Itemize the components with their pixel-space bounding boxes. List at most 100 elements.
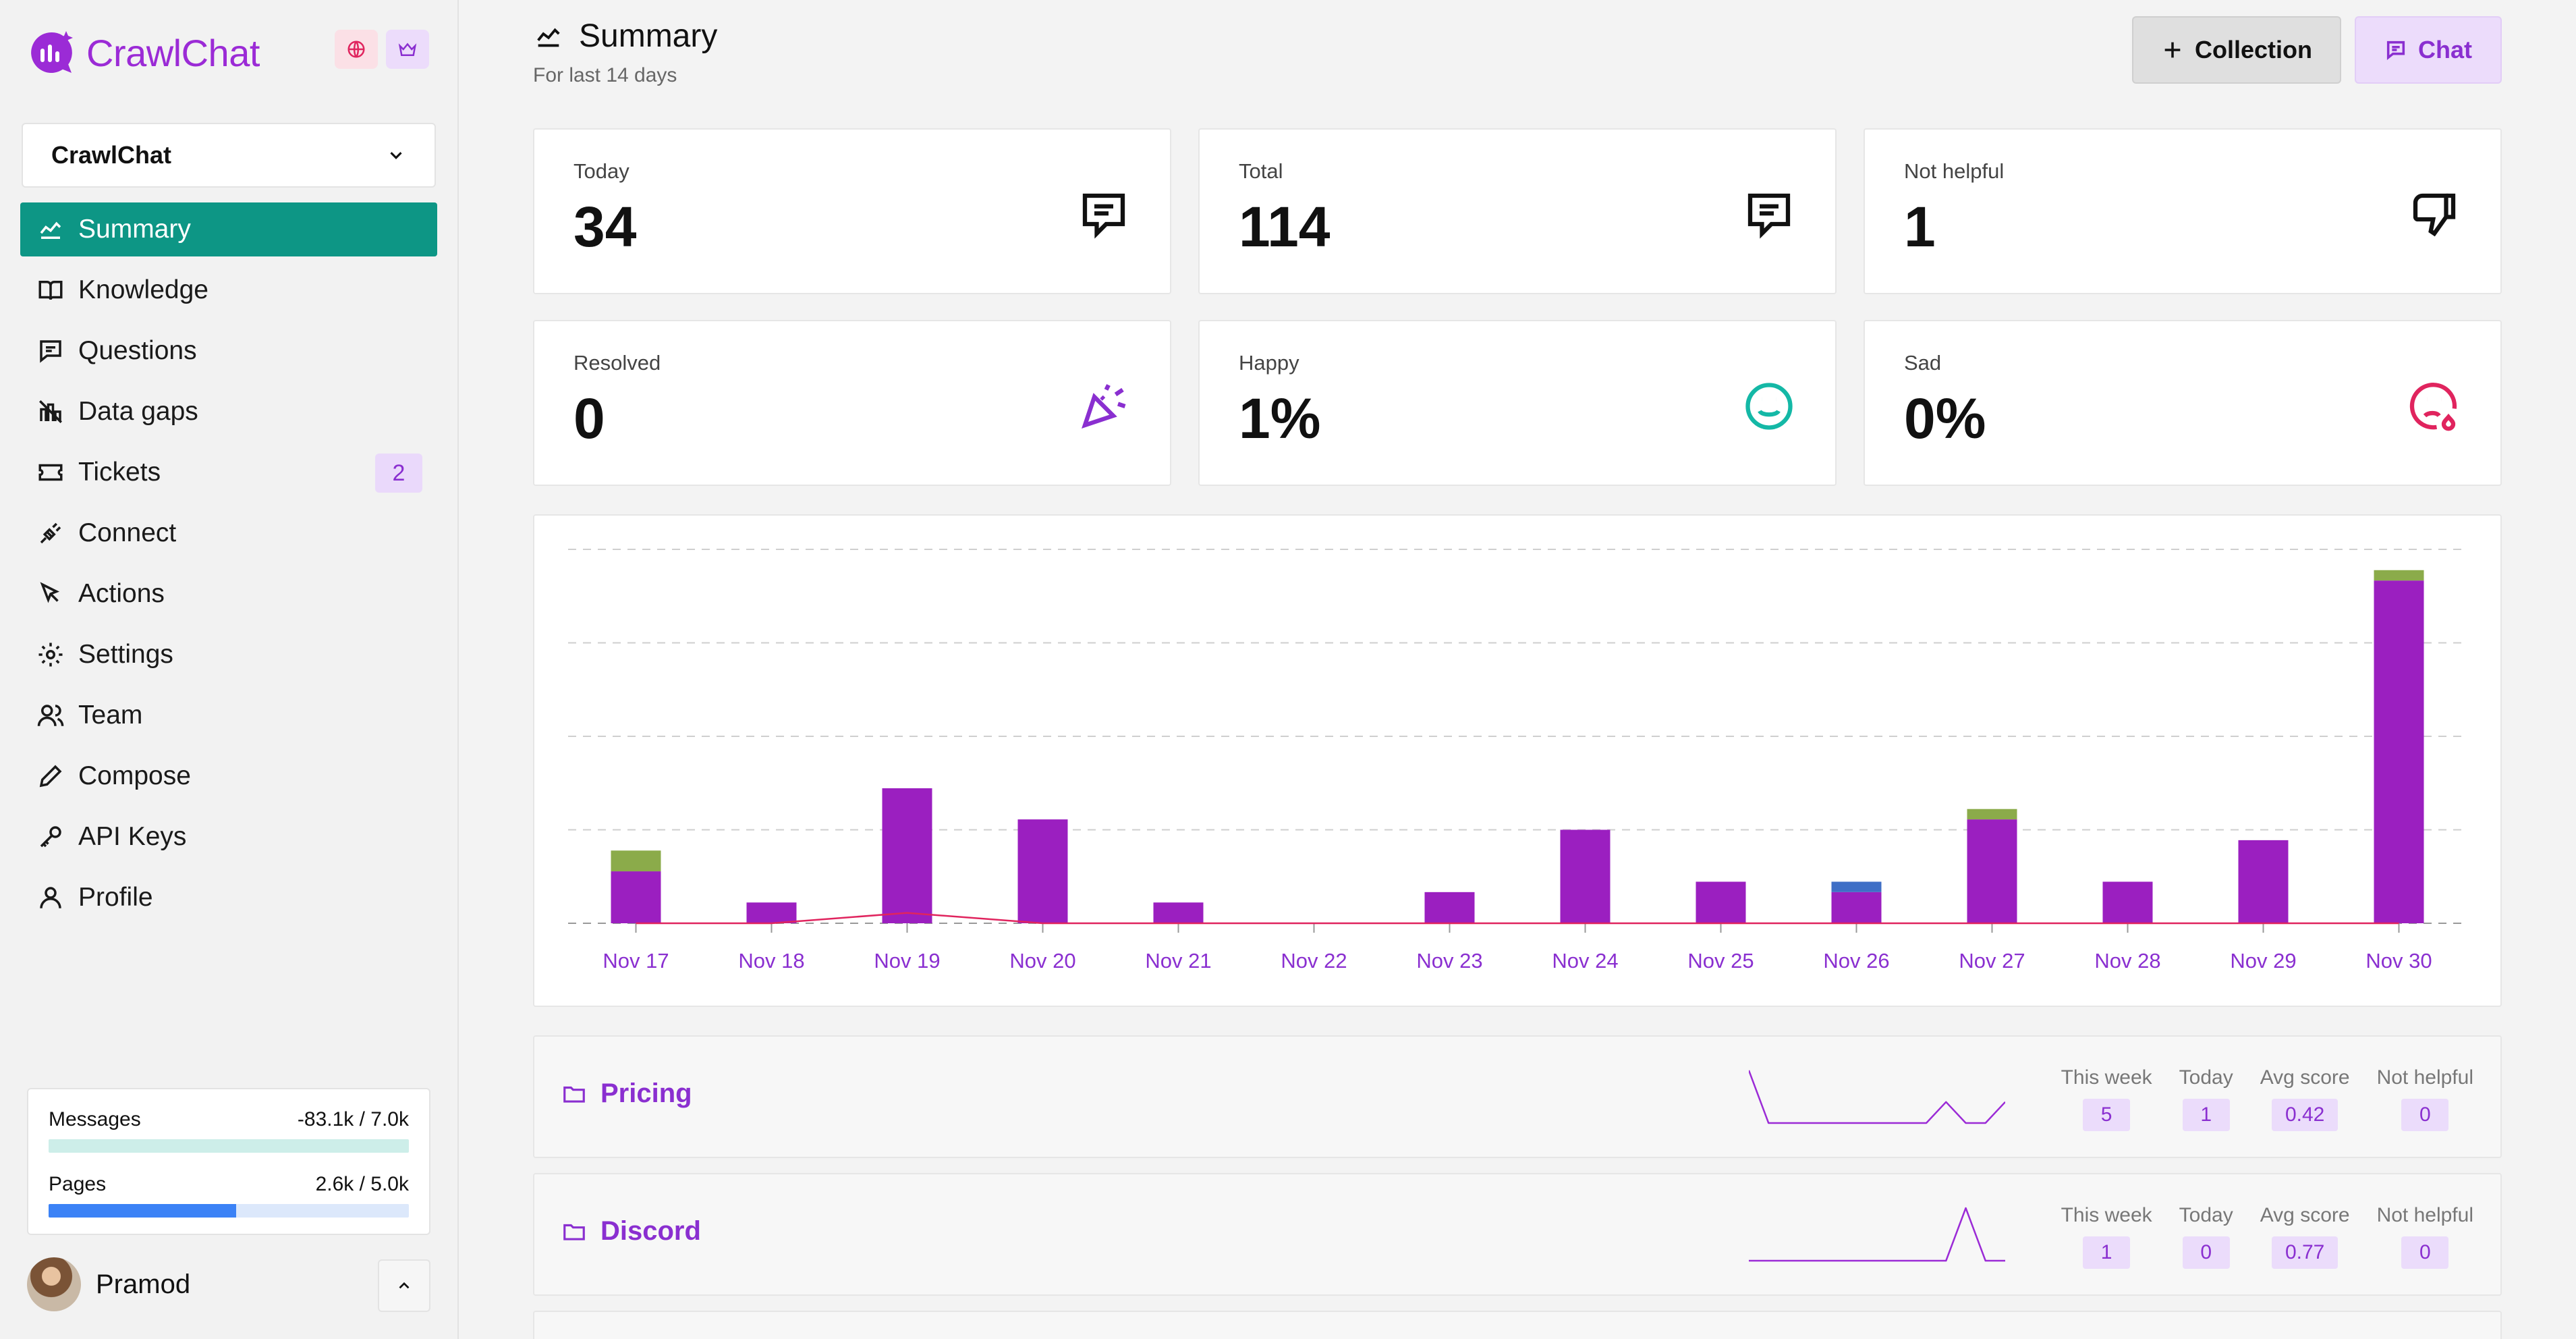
x-tick-label: Nov 18 bbox=[738, 949, 804, 973]
chat-button[interactable]: Chat bbox=[2355, 16, 2502, 84]
stat-card-today: Today 34 bbox=[533, 128, 1171, 294]
topic-row[interactable] bbox=[533, 1311, 2502, 1339]
x-tick-label: Nov 19 bbox=[874, 949, 940, 973]
chart-bar bbox=[2374, 570, 2424, 581]
party-popper-icon bbox=[1082, 383, 1126, 429]
sidebar-item-label: Connect bbox=[78, 518, 177, 547]
stat-card-sad: Sad 0% bbox=[1864, 320, 2502, 486]
page-title-text: Summary bbox=[579, 18, 718, 54]
book-icon bbox=[38, 281, 63, 300]
chat-button-label: Chat bbox=[2418, 36, 2472, 63]
sidebar-item-api-keys[interactable]: API Keys bbox=[20, 810, 437, 864]
stat-value: 0 bbox=[2182, 1236, 2230, 1269]
sidebar-item-team[interactable]: Team bbox=[20, 688, 437, 742]
stat-label: Not helpful bbox=[1904, 159, 2005, 183]
sidebar-item-tickets[interactable]: Tickets 2 bbox=[20, 445, 437, 499]
usage-panel: Messages -83.1k / 7.0k Pages 2.6k / 5.0k bbox=[27, 1088, 430, 1235]
ticket-icon bbox=[38, 464, 63, 481]
sidebar-item-questions[interactable]: Questions bbox=[20, 324, 437, 378]
stat-value: 1 bbox=[1904, 195, 1936, 258]
stat-label: Sad bbox=[1904, 351, 1942, 375]
topic-row-pricing[interactable]: Pricing This week 5 Today 1 Avg score 0.42 … bbox=[533, 1035, 2502, 1158]
sidebar-item-knowledge[interactable]: Knowledge bbox=[20, 263, 437, 317]
sidebar-item-label: Team bbox=[78, 701, 143, 730]
x-tick-label: Nov 25 bbox=[1687, 949, 1754, 973]
smile-icon bbox=[1745, 383, 1793, 430]
language-button[interactable] bbox=[335, 30, 378, 69]
stat-card-total: Total 114 bbox=[1198, 128, 1837, 294]
folder-icon bbox=[563, 1224, 585, 1240]
messages-usage-label: Messages bbox=[49, 1108, 141, 1130]
stat-value: 0 bbox=[2401, 1099, 2449, 1131]
chart-series-line bbox=[636, 912, 2399, 925]
new-collection-button-label: Collection bbox=[2194, 36, 2312, 63]
crawlchat-logo-icon bbox=[31, 31, 73, 73]
stat-value: 34 bbox=[573, 195, 637, 258]
sidebar-item-label: Questions bbox=[78, 336, 197, 365]
sidebar: CrawlChat CrawlChat Summary Knowledge Qu… bbox=[0, 0, 459, 1339]
stat-label: Resolved bbox=[573, 351, 661, 375]
topic-name-text: Discord bbox=[600, 1216, 701, 1246]
stat-card-not-helpful: Not helpful 1 bbox=[1864, 128, 2502, 294]
pages-usage-value: 2.6k / 5.0k bbox=[315, 1173, 409, 1195]
sidebar-item-label: Data gaps bbox=[78, 397, 198, 426]
crown-icon bbox=[398, 43, 417, 56]
sidebar-item-label: API Keys bbox=[78, 822, 187, 851]
stat-this-week: This week 1 bbox=[2061, 1204, 2152, 1269]
pages-usage-label: Pages bbox=[49, 1173, 107, 1195]
sidebar-item-connect[interactable]: Connect bbox=[20, 506, 437, 560]
collection-select[interactable]: CrawlChat bbox=[22, 123, 436, 188]
topic-name[interactable]: Discord bbox=[561, 1216, 701, 1247]
chart-bar bbox=[1424, 892, 1475, 923]
user-menu[interactable]: Pramod bbox=[27, 1255, 430, 1313]
sidebar-item-label: Summary bbox=[78, 215, 191, 244]
brand[interactable]: CrawlChat bbox=[27, 26, 260, 80]
stat-value: 1 bbox=[2182, 1099, 2230, 1131]
x-tick-label: Nov 20 bbox=[1009, 949, 1075, 973]
stat-label: Avg score bbox=[2260, 1204, 2350, 1226]
stat-value: 0 bbox=[573, 387, 605, 450]
collection-select-value: CrawlChat bbox=[51, 141, 172, 169]
x-tick-label: Nov 22 bbox=[1281, 949, 1347, 973]
globe-icon bbox=[347, 40, 365, 58]
topic-sparkline bbox=[1749, 1207, 2005, 1262]
sidebar-item-actions[interactable]: Actions bbox=[20, 567, 437, 621]
topic-name-text: Pricing bbox=[600, 1078, 692, 1108]
stat-not-helpful: Not helpful 0 bbox=[2377, 1204, 2473, 1269]
messages-usage-bar bbox=[49, 1139, 409, 1153]
sidebar-item-label: Knowledge bbox=[78, 275, 208, 304]
messages-chart: Nov 17 Nov 18 Nov 19 Nov 20 Nov 21 Nov 22 Nov … bbox=[533, 514, 2502, 1007]
sidebar-item-profile[interactable]: Profile bbox=[20, 871, 437, 925]
sidebar-item-settings[interactable]: Settings bbox=[20, 628, 437, 682]
user-icon bbox=[40, 887, 61, 908]
sidebar-item-label: Compose bbox=[78, 761, 191, 790]
user-menu-toggle[interactable] bbox=[378, 1259, 430, 1312]
stat-value: 0.42 bbox=[2271, 1099, 2339, 1131]
chart-off-icon bbox=[39, 400, 62, 423]
x-tick-label: Nov 24 bbox=[1552, 949, 1618, 973]
sidebar-item-summary[interactable]: Summary bbox=[20, 202, 437, 256]
sidebar-nav: Summary Knowledge Questions Data gaps Ti… bbox=[20, 202, 437, 931]
plug-icon bbox=[40, 522, 61, 544]
x-tick-label: Nov 28 bbox=[2094, 949, 2160, 973]
sparkline-path bbox=[1749, 1070, 2005, 1124]
plan-button[interactable] bbox=[386, 30, 429, 69]
stat-label: Today bbox=[573, 159, 629, 183]
topic-row-discord[interactable]: Discord This week 1 Today 0 Avg score 0.77 … bbox=[533, 1173, 2502, 1296]
tickets-count-badge: 2 bbox=[375, 454, 422, 493]
stat-not-helpful: Not helpful 0 bbox=[2377, 1066, 2473, 1131]
new-collection-button[interactable]: Collection bbox=[2132, 16, 2341, 84]
topic-sparkline bbox=[1749, 1070, 2005, 1124]
sidebar-item-compose[interactable]: Compose bbox=[20, 749, 437, 803]
gear-icon bbox=[38, 643, 63, 667]
stat-label: This week bbox=[2061, 1204, 2152, 1226]
topic-name[interactable]: Pricing bbox=[561, 1078, 692, 1109]
message-icon bbox=[1747, 193, 1791, 239]
stat-value: 1% bbox=[1239, 387, 1321, 450]
chart-bar bbox=[2238, 840, 2289, 923]
chart-bar bbox=[611, 871, 661, 923]
message-square-icon bbox=[40, 340, 61, 363]
thumbs-down-icon bbox=[2413, 193, 2456, 237]
sidebar-item-data-gaps[interactable]: Data gaps bbox=[20, 385, 437, 439]
x-tick-label: Nov 26 bbox=[1823, 949, 1889, 973]
